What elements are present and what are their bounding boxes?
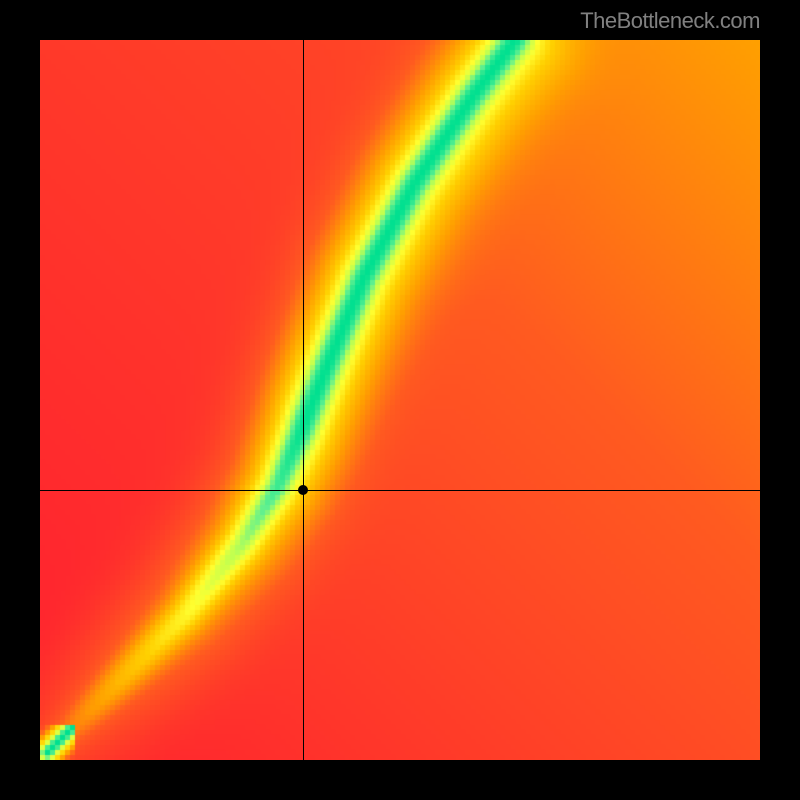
watermark-text: TheBottleneck.com [580, 8, 760, 34]
marker-dot [298, 485, 308, 495]
crosshair-vertical [303, 40, 304, 760]
heatmap-canvas [40, 40, 760, 760]
crosshair-horizontal [40, 490, 760, 491]
plot-area [40, 40, 760, 760]
chart-container: TheBottleneck.com [0, 0, 800, 800]
